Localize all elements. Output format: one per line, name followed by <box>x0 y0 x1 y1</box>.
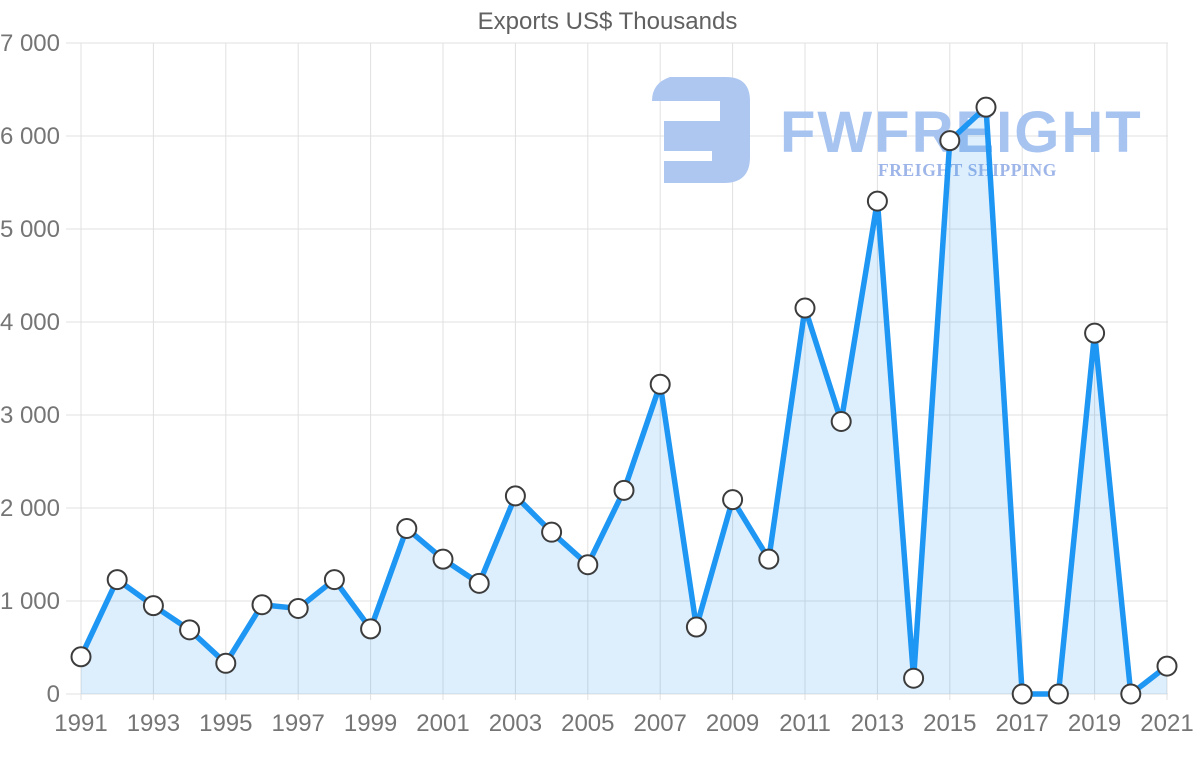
data-point-marker[interactable] <box>142 595 164 617</box>
x-axis-tick-label: 2009 <box>706 710 759 737</box>
y-axis-tick-label: 4 000 <box>0 309 60 336</box>
x-axis-tick-label: 1991 <box>54 710 107 737</box>
data-point-marker[interactable] <box>685 616 707 638</box>
data-point-marker[interactable] <box>504 485 526 507</box>
x-axis-tick-label: 2019 <box>1068 710 1121 737</box>
data-point-marker[interactable] <box>1047 683 1069 705</box>
y-axis-tick-label: 3 000 <box>0 402 60 429</box>
watermark: FWFREIGHTFREIGHT SHIPPING <box>652 77 1141 183</box>
fwfreight-logo-icon <box>652 77 750 183</box>
x-axis-tick-label: 2017 <box>996 710 1049 737</box>
x-axis-tick-label: 2015 <box>923 710 976 737</box>
x-axis-tick-label: 1997 <box>272 710 325 737</box>
data-point-marker[interactable] <box>577 554 599 576</box>
data-point-marker[interactable] <box>1084 322 1106 344</box>
data-point-marker[interactable] <box>179 619 201 641</box>
x-axis-tick-label: 2007 <box>634 710 687 737</box>
data-point-marker[interactable] <box>1156 655 1178 677</box>
y-axis-tick-label: 6 000 <box>0 123 60 150</box>
data-point-marker[interactable] <box>649 373 671 395</box>
x-axis-tick-label: 1995 <box>199 710 252 737</box>
data-point-marker[interactable] <box>975 96 997 118</box>
data-point-marker[interactable] <box>939 130 961 152</box>
data-point-marker[interactable] <box>613 479 635 501</box>
data-point-marker[interactable] <box>722 489 744 511</box>
y-axis-tick-label: 7 000 <box>0 30 60 57</box>
data-point-marker[interactable] <box>468 572 490 594</box>
data-point-marker[interactable] <box>396 517 418 539</box>
data-point-marker[interactable] <box>830 411 852 433</box>
data-point-marker[interactable] <box>70 646 92 668</box>
x-axis-tick-label: 2003 <box>489 710 542 737</box>
data-point-marker[interactable] <box>866 190 888 212</box>
data-point-marker[interactable] <box>541 521 563 543</box>
x-axis-tick-label: 1993 <box>127 710 180 737</box>
x-axis-tick-label: 2011 <box>779 710 831 737</box>
data-point-marker[interactable] <box>1011 683 1033 705</box>
watermark-tagline-text: FREIGHT SHIPPING <box>878 160 1057 180</box>
data-point-marker[interactable] <box>323 569 345 591</box>
data-point-marker[interactable] <box>251 594 273 616</box>
data-point-marker[interactable] <box>215 652 237 674</box>
y-axis-tick-label: 5 000 <box>0 216 60 243</box>
data-point-marker[interactable] <box>903 667 925 689</box>
data-point-marker[interactable] <box>287 597 309 619</box>
data-point-marker[interactable] <box>106 569 128 591</box>
data-point-marker[interactable] <box>758 548 780 570</box>
x-axis-tick-label: 2005 <box>561 710 614 737</box>
data-point-marker[interactable] <box>1120 683 1142 705</box>
chart-title: Exports US$ Thousands <box>477 8 738 35</box>
y-axis-tick-label: 2 000 <box>0 495 60 522</box>
data-point-marker[interactable] <box>360 618 382 640</box>
y-axis-tick-label: 1 000 <box>0 588 60 615</box>
y-axis-tick-label: 0 <box>47 681 60 708</box>
data-point-marker[interactable] <box>432 548 454 570</box>
x-axis-tick-label: 1999 <box>344 710 397 737</box>
data-point-marker[interactable] <box>794 297 816 319</box>
x-axis-tick-label: 2021 <box>1140 710 1193 737</box>
x-axis-tick-label: 2013 <box>851 710 904 737</box>
x-axis-tick-label: 2001 <box>416 710 469 737</box>
series-area-fill <box>81 107 1167 695</box>
